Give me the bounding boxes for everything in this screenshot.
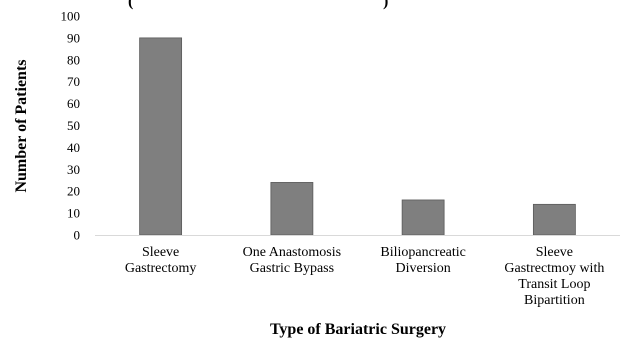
- x-category-label-line: Biliopancreatic: [380, 245, 466, 260]
- y-tick-label: 0: [74, 228, 81, 243]
- bar: [401, 199, 445, 236]
- y-tick-label: 70: [67, 74, 80, 89]
- y-tick-label: 50: [67, 118, 80, 133]
- bar-group: [139, 37, 576, 236]
- y-tick-label: 100: [61, 9, 81, 24]
- x-category-label-line: Diversion: [396, 261, 451, 276]
- x-category-label-line: Sleeve: [536, 245, 573, 260]
- x-category-label: Biliopancreatic Diversion: [380, 245, 466, 276]
- x-category-label: Sleeve Gastrectomy: [125, 245, 197, 276]
- y-tick-label: 60: [67, 96, 80, 111]
- y-axis-title: Number of Patients: [13, 59, 30, 192]
- x-category-label: Sleeve Gastrectmoy with Transit Loop Bipart…: [504, 245, 604, 308]
- x-category-label-line: Gastrectmoy with: [504, 261, 604, 276]
- x-category-label: One Anastomosis Gastric Bypass: [243, 245, 341, 276]
- bar: [270, 182, 314, 236]
- x-category-label-line: Gastrectomy: [125, 261, 197, 276]
- y-tick-label: 10: [67, 206, 80, 221]
- y-tick-label: 30: [67, 162, 80, 177]
- x-category-label-line: Gastric Bypass: [250, 261, 334, 276]
- x-category-label-line: One Anastomosis: [243, 245, 341, 260]
- bar: [532, 203, 576, 236]
- header-fragment-open: (: [128, 0, 133, 10]
- x-category-label-line: Transit Loop: [518, 277, 590, 292]
- y-axis-tick-labels: 0 10 20 30 40 50 60 70 80 90 100: [61, 9, 81, 243]
- x-category-label-line: Sleeve: [142, 245, 179, 260]
- y-tick-label: 40: [67, 140, 80, 155]
- x-category-label-line: Bipartition: [524, 293, 585, 308]
- y-tick-label: 90: [67, 30, 80, 45]
- y-tick-label: 20: [67, 184, 80, 199]
- bar: [139, 37, 183, 236]
- header-fragment-close: ): [383, 0, 388, 10]
- x-axis-title: Type of Bariatric Surgery: [270, 321, 446, 338]
- y-tick-label: 80: [67, 52, 80, 67]
